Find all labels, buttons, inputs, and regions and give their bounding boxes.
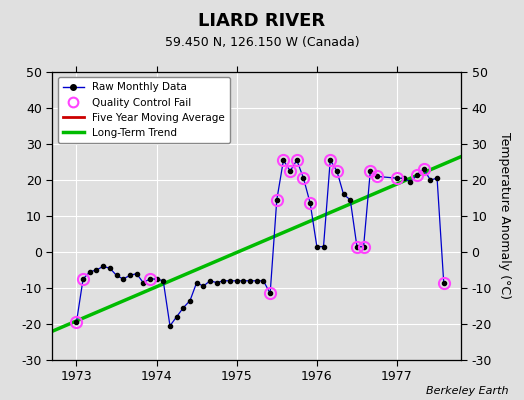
Y-axis label: Temperature Anomaly (°C): Temperature Anomaly (°C) xyxy=(498,132,511,300)
Text: 59.450 N, 126.150 W (Canada): 59.450 N, 126.150 W (Canada) xyxy=(165,36,359,49)
Text: LIARD RIVER: LIARD RIVER xyxy=(199,12,325,30)
Text: Berkeley Earth: Berkeley Earth xyxy=(426,386,508,396)
Legend: Raw Monthly Data, Quality Control Fail, Five Year Moving Average, Long-Term Tren: Raw Monthly Data, Quality Control Fail, … xyxy=(58,77,230,143)
